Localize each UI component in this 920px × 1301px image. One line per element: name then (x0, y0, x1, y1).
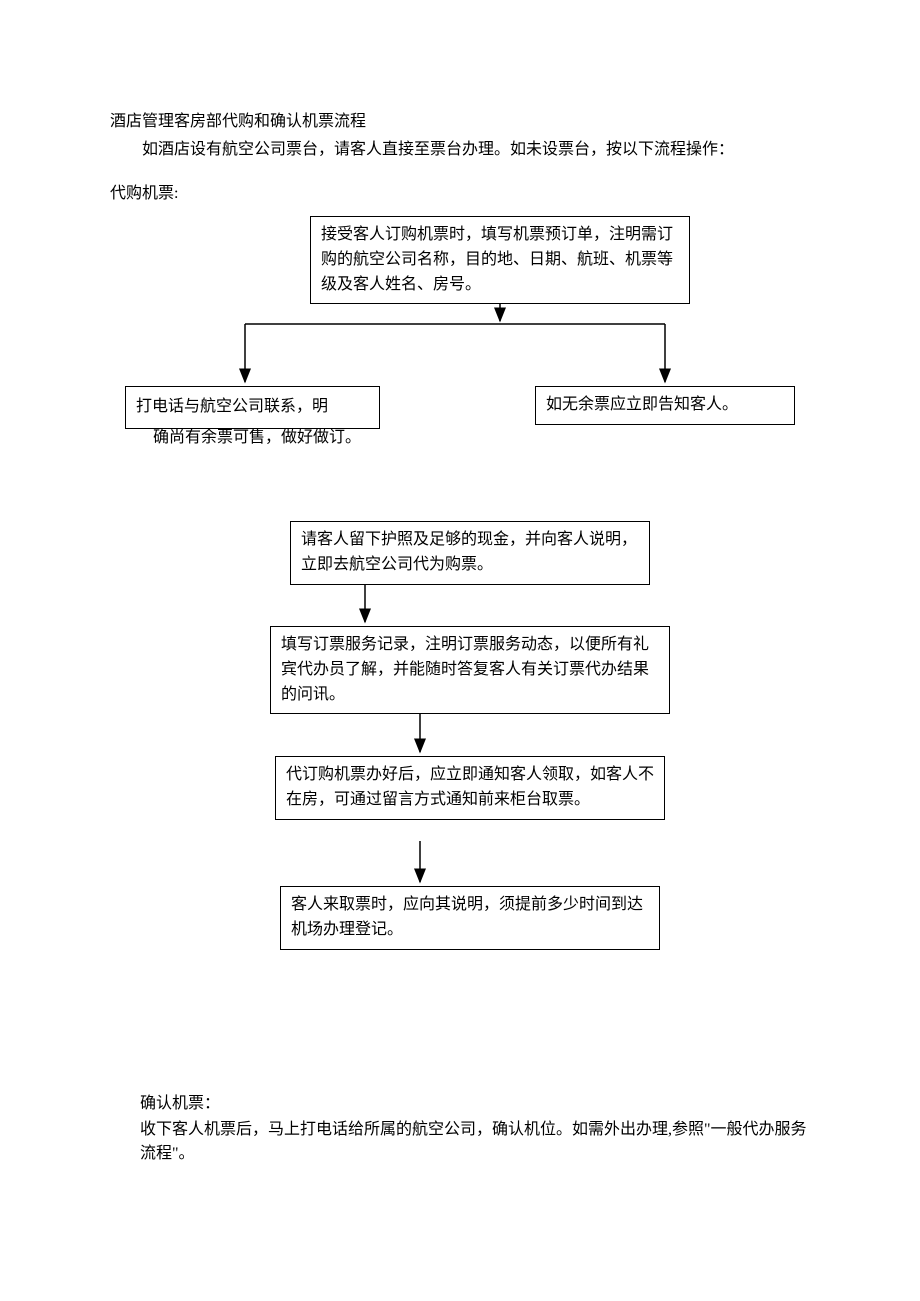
node-text: 填写订票服务记录，注明订票服务动态，以便所有礼宾代办员了解，并能随时答复客人有关… (281, 636, 649, 703)
page-title: 酒店管理客房部代购和确认机票流程 (110, 110, 820, 134)
flowchart: 接受客人订购机票时，填写机票预订单，注明需订购的航空公司名称，目的地、日期、航班… (125, 216, 805, 1076)
section-confirm-label: 确认机票： (140, 1092, 820, 1116)
flow-node-confirm-available: 确尚有余票可售，做好做订。 (153, 426, 413, 450)
flow-node-notify-guest: 代订购机票办好后，应立即通知客人领取，如客人不在房，可通过留言方式通知前来柜台取… (275, 756, 665, 820)
flow-node-collect-passport: 请客人留下护照及足够的现金，并向客人说明，立即去航空公司代为购票。 (290, 521, 650, 585)
flow-node-accept-order: 接受客人订购机票时，填写机票预订单，注明需订购的航空公司名称，目的地、日期、航班… (310, 216, 690, 304)
confirm-section: 确认机票： 收下客人机票后，马上打电话给所属的航空公司，确认机位。如需外出办理,… (140, 1092, 820, 1166)
flow-node-call-airline: 打电话与航空公司联系，明 (125, 386, 380, 429)
section-purchase-label: 代购机票: (110, 182, 820, 206)
flow-node-no-ticket: 如无余票应立即告知客人。 (535, 386, 795, 425)
node-text: 接受客人订购机票时，填写机票预订单，注明需订购的航空公司名称，目的地、日期、航班… (321, 226, 673, 293)
flow-node-service-record: 填写订票服务记录，注明订票服务动态，以便所有礼宾代办员了解，并能随时答复客人有关… (270, 626, 670, 714)
node-text: 客人来取票时，应向其说明，须提前多少时间到达机场办理登记。 (291, 896, 643, 938)
document-page: 酒店管理客房部代购和确认机票流程 如酒店设有航空公司票台，请客人直接至票台办理。… (0, 0, 920, 1216)
node-text: 打电话与航空公司联系，明 (136, 398, 328, 415)
node-text: 代订购机票办好后，应立即通知客人领取，如客人不在房，可通过留言方式通知前来柜台取… (286, 766, 654, 808)
node-text: 请客人留下护照及足够的现金，并向客人说明，立即去航空公司代为购票。 (301, 531, 637, 573)
node-text: 如无余票应立即告知客人。 (546, 396, 738, 413)
confirm-body-text: 收下客人机票后，马上打电话给所属的航空公司，确认机位。如需外出办理,参照"一般代… (140, 1118, 820, 1166)
flow-node-explain-arrival: 客人来取票时，应向其说明，须提前多少时间到达机场办理登记。 (280, 886, 660, 950)
intro-text: 如酒店设有航空公司票台，请客人直接至票台办理。如未设票台，按以下流程操作： (110, 138, 820, 162)
